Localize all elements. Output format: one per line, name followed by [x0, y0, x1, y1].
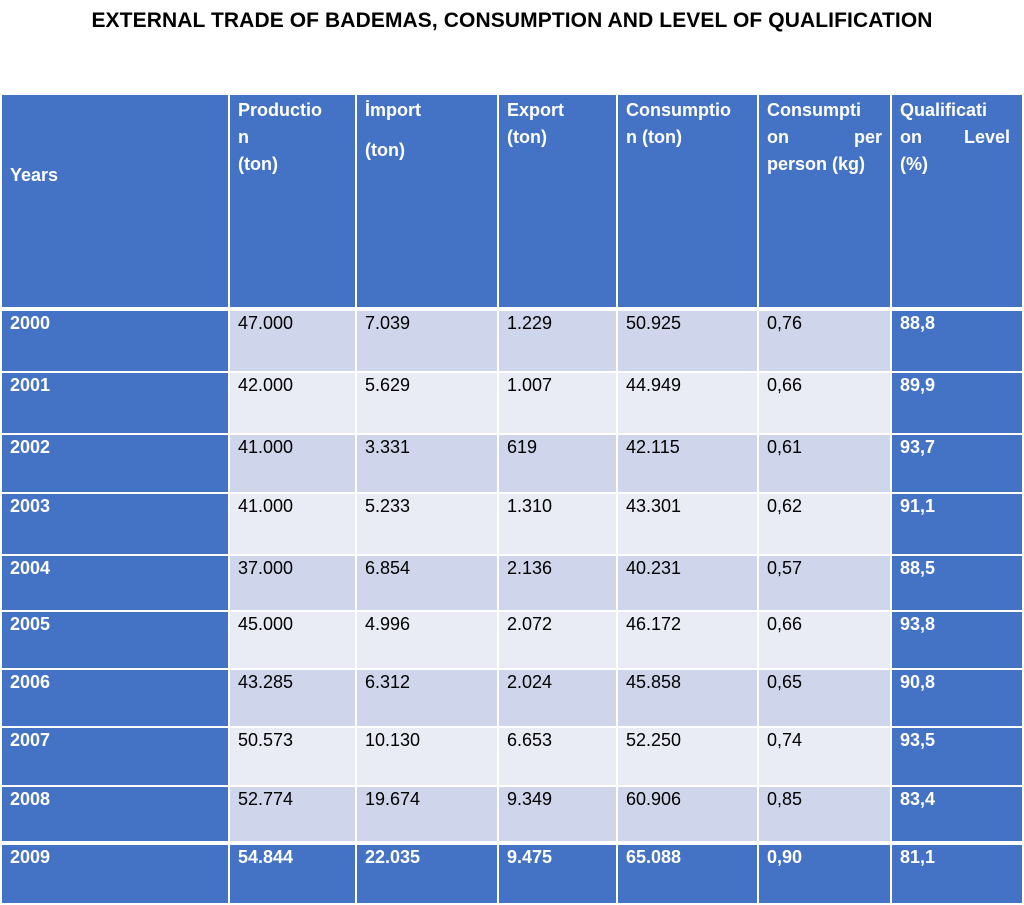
cell-export: 2.024 [499, 670, 618, 728]
table-row: 2007 50.573 10.130 6.653 52.250 0,74 93,5 [2, 728, 1022, 787]
cell-consumption: 50.925 [618, 311, 759, 373]
cell-production: 41.000 [230, 494, 357, 556]
cell-qualification-level: 93,8 [892, 612, 1022, 670]
header-production: Productio n (ton) [230, 95, 357, 311]
cell-consumption: 40.231 [618, 556, 759, 612]
cell-production: 41.000 [230, 435, 357, 494]
cell-export: 2.136 [499, 556, 618, 612]
cell-qualification-level: 90,8 [892, 670, 1022, 728]
table-header-row: Years Productio n (ton) İmport (ton) Exp… [2, 95, 1022, 311]
cell-import: 5.629 [357, 373, 499, 435]
cell-production: 37.000 [230, 556, 357, 612]
cell-export: 9.349 [499, 787, 618, 843]
cell-import: 4.996 [357, 612, 499, 670]
cell-production: 52.774 [230, 787, 357, 843]
cell-export: 6.653 [499, 728, 618, 787]
cell-export: 1.229 [499, 311, 618, 373]
cell-consumption-per-person: 0,65 [759, 670, 892, 728]
cell-year: 2009 [2, 843, 230, 905]
cell-import: 6.312 [357, 670, 499, 728]
table-row: 2009 54.844 22.035 9.475 65.088 0,90 81,1 [2, 843, 1022, 905]
cell-import: 3.331 [357, 435, 499, 494]
cell-import: 6.854 [357, 556, 499, 612]
cell-consumption: 52.250 [618, 728, 759, 787]
table-row: 2008 52.774 19.674 9.349 60.906 0,85 83,4 [2, 787, 1022, 843]
cell-qualification-level: 93,7 [892, 435, 1022, 494]
cell-production: 43.285 [230, 670, 357, 728]
table-row: 2004 37.000 6.854 2.136 40.231 0,57 88,5 [2, 556, 1022, 612]
page-title: EXTERNAL TRADE OF BADEMAS, CONSUMPTION A… [91, 9, 933, 32]
cell-consumption-per-person: 0,85 [759, 787, 892, 843]
cell-production: 42.000 [230, 373, 357, 435]
cell-consumption: 65.088 [618, 843, 759, 905]
cell-consumption-per-person: 0,66 [759, 373, 892, 435]
cell-export: 1.310 [499, 494, 618, 556]
cell-import: 19.674 [357, 787, 499, 843]
cell-consumption: 46.172 [618, 612, 759, 670]
table-row: 2002 41.000 3.331 619 42.115 0,61 93,7 [2, 435, 1022, 494]
cell-export: 1.007 [499, 373, 618, 435]
header-export: Export (ton) [499, 95, 618, 311]
cell-consumption-per-person: 0,76 [759, 311, 892, 373]
cell-qualification-level: 83,4 [892, 787, 1022, 843]
header-years: Years [2, 95, 230, 311]
cell-qualification-level: 91,1 [892, 494, 1022, 556]
cell-consumption-per-person: 0,61 [759, 435, 892, 494]
cell-year: 2002 [2, 435, 230, 494]
cell-consumption: 60.906 [618, 787, 759, 843]
cell-qualification-level: 88,8 [892, 311, 1022, 373]
cell-qualification-level: 93,5 [892, 728, 1022, 787]
cell-import: 5.233 [357, 494, 499, 556]
table-row: 2000 47.000 7.039 1.229 50.925 0,76 88,8 [2, 311, 1022, 373]
header-qualification-level: Qualificati on Level (%) [892, 95, 1022, 311]
cell-year: 2008 [2, 787, 230, 843]
cell-consumption-per-person: 0,66 [759, 612, 892, 670]
cell-import: 10.130 [357, 728, 499, 787]
cell-year: 2007 [2, 728, 230, 787]
cell-consumption-per-person: 0,57 [759, 556, 892, 612]
table-row: 2005 45.000 4.996 2.072 46.172 0,66 93,8 [2, 612, 1022, 670]
cell-production: 45.000 [230, 612, 357, 670]
cell-consumption-per-person: 0,90 [759, 843, 892, 905]
cell-qualification-level: 88,5 [892, 556, 1022, 612]
cell-qualification-level: 81,1 [892, 843, 1022, 905]
cell-export: 9.475 [499, 843, 618, 905]
cell-production: 50.573 [230, 728, 357, 787]
cell-consumption: 42.115 [618, 435, 759, 494]
cell-import: 7.039 [357, 311, 499, 373]
cell-year: 2005 [2, 612, 230, 670]
table-row: 2006 43.285 6.312 2.024 45.858 0,65 90,8 [2, 670, 1022, 728]
cell-consumption: 45.858 [618, 670, 759, 728]
cell-year: 2006 [2, 670, 230, 728]
header-import: İmport (ton) [357, 95, 499, 311]
cell-consumption: 44.949 [618, 373, 759, 435]
cell-production: 47.000 [230, 311, 357, 373]
cell-production: 54.844 [230, 843, 357, 905]
cell-year: 2003 [2, 494, 230, 556]
header-consumption-per-person: Consumpti on per person (kg) [759, 95, 892, 311]
cell-consumption: 43.301 [618, 494, 759, 556]
cell-import: 22.035 [357, 843, 499, 905]
cell-qualification-level: 89,9 [892, 373, 1022, 435]
cell-year: 2000 [2, 311, 230, 373]
cell-consumption-per-person: 0,74 [759, 728, 892, 787]
cell-consumption-per-person: 0,62 [759, 494, 892, 556]
cell-export: 619 [499, 435, 618, 494]
table-row: 2001 42.000 5.629 1.007 44.949 0,66 89,9 [2, 373, 1022, 435]
table-row: 2003 41.000 5.233 1.310 43.301 0,62 91,1 [2, 494, 1022, 556]
trade-table: Years Productio n (ton) İmport (ton) Exp… [2, 95, 1022, 905]
cell-year: 2004 [2, 556, 230, 612]
cell-export: 2.072 [499, 612, 618, 670]
cell-year: 2001 [2, 373, 230, 435]
header-consumption: Consumptio n (ton) [618, 95, 759, 311]
